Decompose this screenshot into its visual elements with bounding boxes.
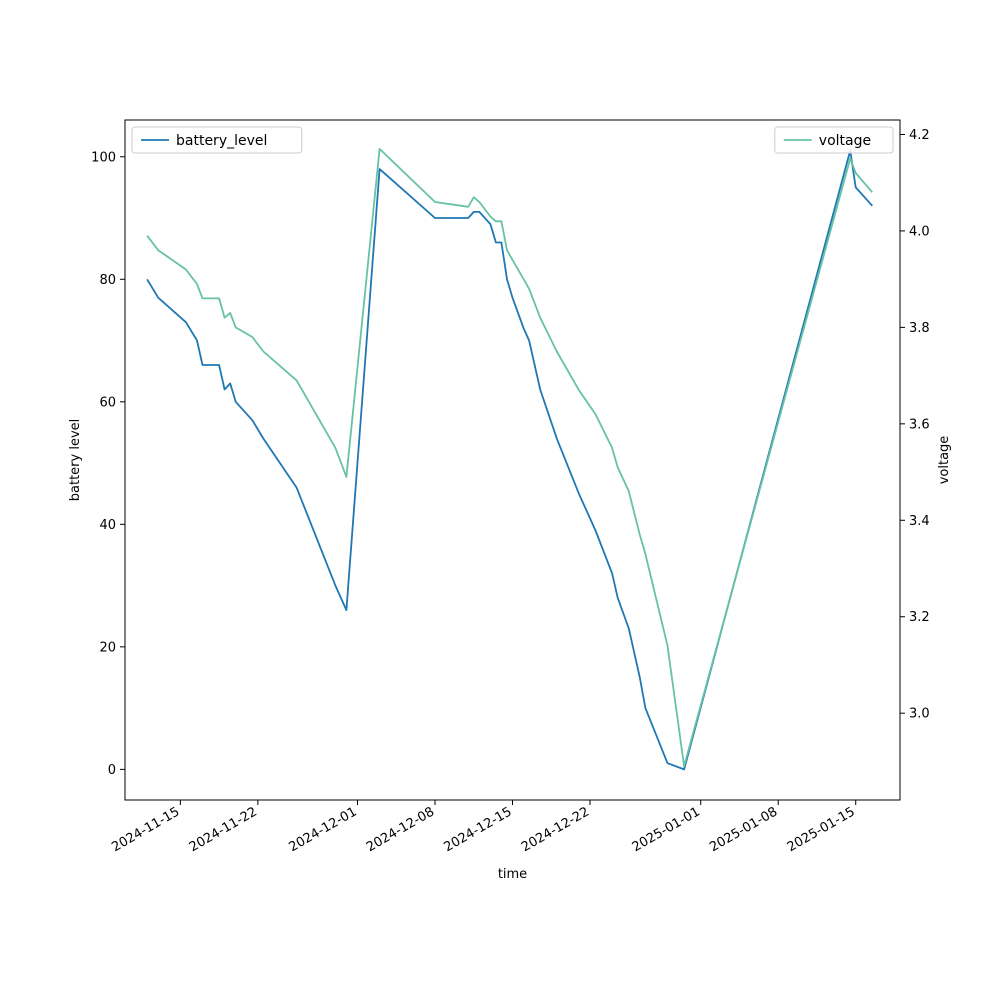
y-axis-left-label: battery level xyxy=(68,419,83,502)
legend-box xyxy=(774,126,894,154)
x-tick-label: 2024-11-22 xyxy=(187,804,260,855)
legend-box xyxy=(131,126,303,154)
legend-voltage: voltage xyxy=(774,126,894,154)
x-tick-label: 2024-12-22 xyxy=(519,804,592,855)
y-right-tick-label: 4.0 xyxy=(909,224,930,239)
series-line-battery-level xyxy=(146,149,873,771)
x-tick-label: 2024-11-15 xyxy=(109,804,182,855)
series-layer xyxy=(146,147,873,771)
y-left-tick-label: 80 xyxy=(99,273,116,288)
x-tick-label: 2025-01-15 xyxy=(785,804,858,855)
legend-battery-level: battery_level xyxy=(131,126,303,154)
y-left-tick-label: 60 xyxy=(99,395,116,410)
y-right-tick-label: 3.2 xyxy=(909,610,930,625)
y-left-tick-label: 100 xyxy=(91,150,116,165)
y-left-tick-label: 40 xyxy=(99,518,116,533)
axes-layer: 2024-11-15 2024-11-22 2024-12-01 2024-12-08… xyxy=(91,119,930,855)
x-tick-label: 2025-01-01 xyxy=(630,804,703,855)
y-right-tick-label: 3.8 xyxy=(909,321,930,336)
x-axis-label: time xyxy=(498,867,527,882)
x-tick-label: 2024-12-08 xyxy=(364,804,437,855)
x-tick-label: 2025-01-08 xyxy=(707,804,780,855)
series-line-voltage xyxy=(146,147,873,768)
y-right-tick-label: 3.0 xyxy=(909,707,930,722)
y-right-tick-label: 3.6 xyxy=(909,417,930,432)
y-right-tick-label: 4.2 xyxy=(909,128,930,143)
x-tick-label: 2024-12-15 xyxy=(442,804,515,855)
x-tick-label: 2024-12-01 xyxy=(287,804,360,855)
y-axis-right-label: voltage xyxy=(937,436,952,485)
y-left-tick-label: 20 xyxy=(99,640,116,655)
legend-label: voltage xyxy=(819,133,871,149)
y-right-tick-label: 3.4 xyxy=(909,514,930,529)
y-left-tick-label: 0 xyxy=(108,763,116,778)
legend-label: battery_level xyxy=(176,133,267,149)
plot-frame xyxy=(124,119,901,801)
